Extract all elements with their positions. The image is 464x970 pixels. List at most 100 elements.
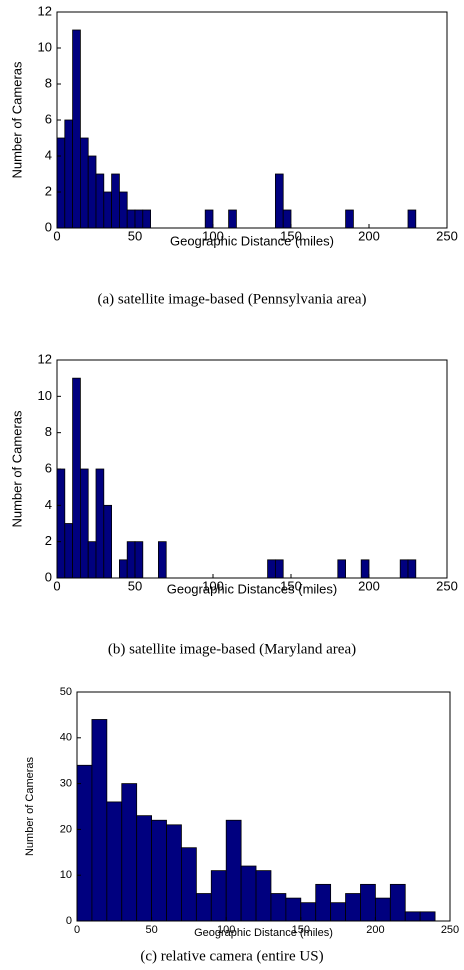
- bar: [142, 209, 152, 229]
- bar: [360, 559, 370, 579]
- x-tick-label: 100: [217, 924, 235, 936]
- y-axis-label: Number of Cameras: [9, 61, 24, 179]
- caption: (c) relative camera (entire US): [140, 948, 323, 964]
- bar: [119, 559, 128, 579]
- x-tick-label: 100: [202, 228, 224, 243]
- x-axis-label: Geographic Distance (miles): [170, 233, 334, 248]
- y-tick-label: 30: [60, 778, 72, 790]
- bar: [87, 155, 97, 229]
- y-tick-label: 2: [45, 533, 52, 548]
- bar: [72, 29, 81, 229]
- bar: [330, 902, 346, 922]
- y-tick-label: 4: [45, 147, 52, 162]
- bar: [106, 801, 123, 922]
- bar: [121, 783, 138, 922]
- bar: [404, 911, 421, 922]
- bar: [285, 897, 302, 922]
- bar: [126, 209, 136, 229]
- bar: [282, 209, 292, 229]
- bar: [315, 883, 332, 922]
- x-tick-label: 200: [358, 578, 380, 593]
- y-tick-label: 12: [38, 3, 52, 18]
- bar: [399, 559, 409, 579]
- y-tick-label: 20: [60, 823, 72, 835]
- x-tick-label: 250: [436, 578, 458, 593]
- y-tick-label: 0: [66, 915, 72, 927]
- bar: [64, 523, 74, 579]
- y-tick-label: 12: [38, 351, 52, 366]
- y-tick-label: 10: [38, 388, 52, 403]
- x-tick-label: 0: [53, 228, 60, 243]
- bar: [419, 911, 436, 922]
- x-tick-label: 50: [128, 228, 142, 243]
- bar: [56, 468, 66, 579]
- bar: [76, 764, 93, 922]
- bar: [337, 559, 346, 579]
- bar: [374, 897, 391, 922]
- y-tick-label: 0: [45, 569, 52, 584]
- bar: [95, 173, 105, 229]
- bar: [300, 902, 317, 922]
- bar: [64, 119, 74, 229]
- x-tick-label: 100: [202, 578, 224, 593]
- x-tick-label: 250: [436, 228, 458, 243]
- y-tick-label: 0: [45, 219, 52, 234]
- x-axis-label: Geographic Distances (miles): [167, 581, 338, 596]
- bar: [274, 559, 284, 579]
- x-tick-label: 0: [53, 578, 60, 593]
- bar: [95, 468, 105, 579]
- x-tick-label: 150: [280, 578, 302, 593]
- bar: [166, 824, 182, 922]
- bar: [87, 541, 97, 579]
- x-tick-label: 150: [280, 228, 302, 243]
- bar: [195, 893, 212, 922]
- y-axis-label: Number of Cameras: [24, 756, 36, 856]
- bar: [80, 468, 89, 579]
- bar: [134, 541, 144, 579]
- caption: (a) satellite image-based (Pennsylvania …: [97, 291, 366, 307]
- bar: [56, 137, 66, 229]
- bar: [72, 377, 81, 579]
- bar: [345, 209, 354, 229]
- y-tick-label: 10: [60, 869, 72, 881]
- bar: [407, 209, 417, 229]
- bar: [103, 504, 113, 579]
- bar: [228, 209, 237, 229]
- y-tick-label: 40: [60, 732, 72, 744]
- x-tick-label: 250: [441, 924, 459, 936]
- bar: [111, 173, 120, 229]
- bar: [255, 870, 272, 922]
- y-tick-label: 2: [45, 183, 52, 198]
- x-axis-label: Geographic Distance (miles): [194, 927, 333, 939]
- caption: (b) satellite image-based (Maryland area…: [108, 641, 356, 657]
- bar: [210, 870, 227, 922]
- bar: [134, 209, 144, 229]
- x-tick-label: 50: [128, 578, 142, 593]
- plot-frame: [56, 359, 448, 579]
- y-tick-label: 6: [45, 460, 52, 475]
- plot-frame: [76, 691, 451, 922]
- y-tick-label: 4: [45, 497, 52, 512]
- x-tick-label: 200: [358, 228, 380, 243]
- bar: [360, 883, 376, 922]
- bar: [204, 209, 214, 229]
- y-tick-label: 8: [45, 424, 52, 439]
- y-tick-label: 10: [38, 39, 52, 54]
- x-tick-label: 0: [74, 924, 80, 936]
- bar: [345, 893, 361, 922]
- bar: [91, 719, 108, 922]
- bar: [136, 815, 152, 922]
- bar: [151, 819, 167, 922]
- bar: [270, 893, 287, 922]
- bar: [126, 541, 136, 579]
- bar: [103, 191, 113, 229]
- bar: [181, 847, 197, 922]
- y-tick-label: 6: [45, 111, 52, 126]
- y-tick-label: 50: [60, 686, 72, 698]
- bar: [157, 541, 167, 579]
- bar: [225, 819, 242, 922]
- x-tick-label: 200: [366, 924, 384, 936]
- bar: [80, 137, 89, 229]
- bar: [407, 559, 417, 579]
